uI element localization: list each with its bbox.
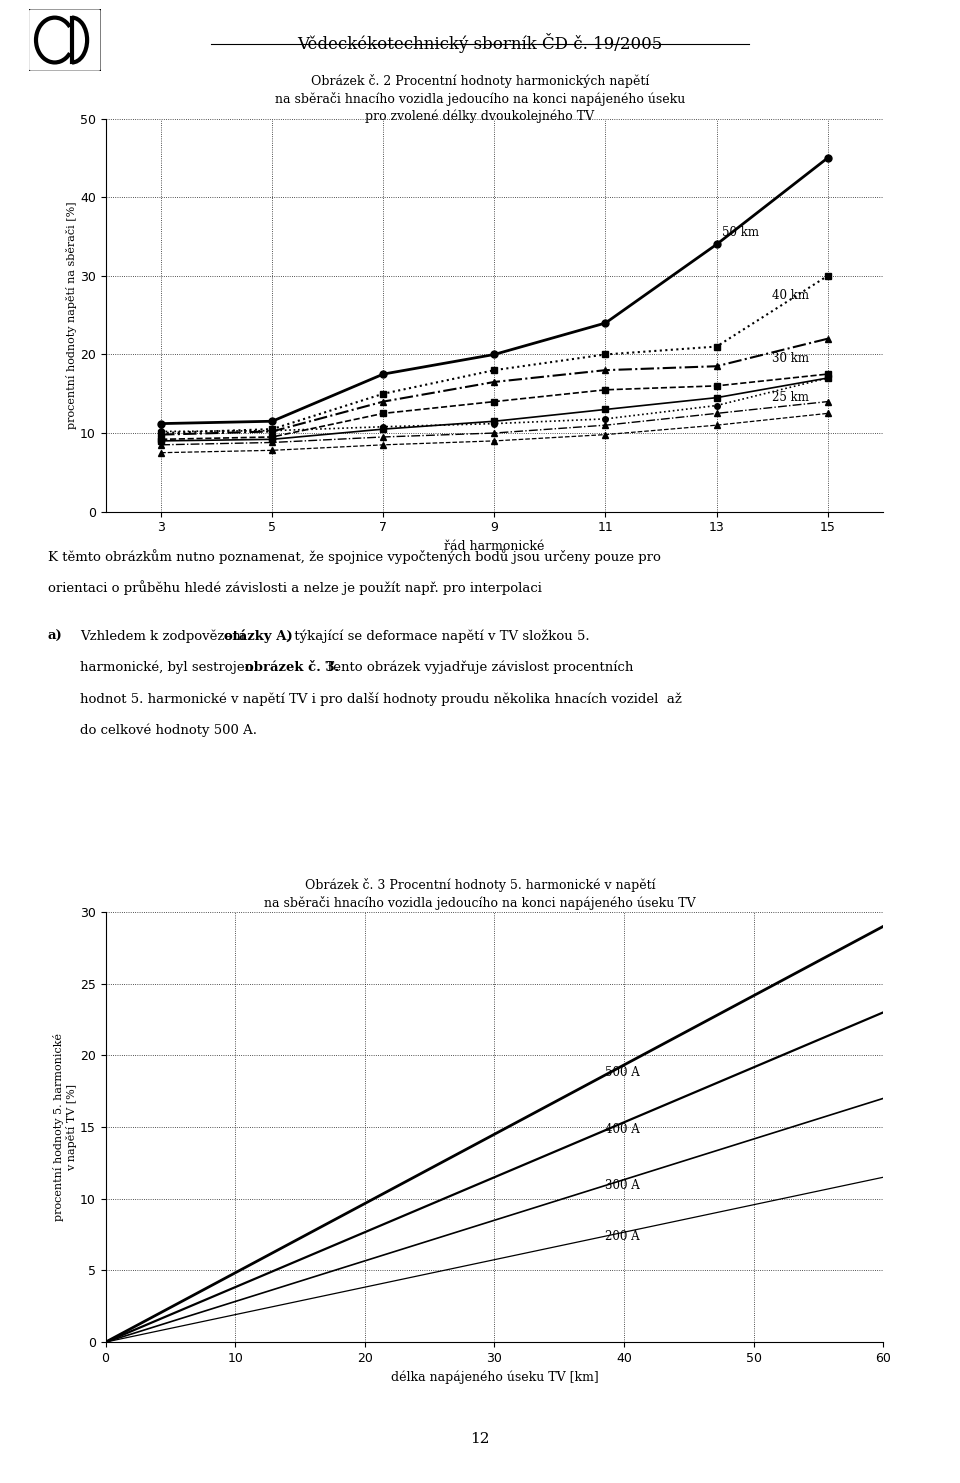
Text: otázky A): otázky A) [224,630,293,644]
Text: 50 km: 50 km [722,225,759,239]
Text: obrázek č. 3.: obrázek č. 3. [245,661,339,673]
Text: pro zvolené délky dvoukolejného TV: pro zvolené délky dvoukolejného TV [366,110,594,123]
Text: 12: 12 [470,1433,490,1446]
Text: do celkové hodnoty 500 A.: do celkové hodnoty 500 A. [80,724,256,737]
Text: orientaci o průběhu hledé závislosti a nelze je použít např. pro interpolaci: orientaci o průběhu hledé závislosti a n… [48,580,541,595]
Text: 300 A: 300 A [605,1179,639,1192]
Text: a): a) [48,630,62,642]
Text: , týkající se deformace napětí v TV složkou 5.: , týkající se deformace napětí v TV slož… [286,630,589,644]
FancyBboxPatch shape [27,7,102,73]
Text: 200 A: 200 A [605,1229,639,1243]
Text: hodnot 5. harmonické v napětí TV i pro další hodnoty proudu několika hnacích voz: hodnot 5. harmonické v napětí TV i pro d… [80,693,682,706]
Text: Obrázek č. 2 Procentní hodnoty harmonických napětí: Obrázek č. 2 Procentní hodnoty harmonick… [311,74,649,87]
Text: Vzhledem k zodpovězení: Vzhledem k zodpovězení [80,630,249,644]
Text: 30 km: 30 km [772,351,809,365]
Text: 25 km: 25 km [772,392,809,405]
Y-axis label: procentní hodnoty napětí na sběrači [%]: procentní hodnoty napětí na sběrači [%] [66,202,77,429]
Text: Tento obrázek vyjadřuje závislost procentních: Tento obrázek vyjadřuje závislost procen… [317,661,634,675]
Text: K těmto obrázkům nutno poznamenat, že spojnice vypočtených bodů jsou určeny pouz: K těmto obrázkům nutno poznamenat, že sp… [48,549,660,564]
X-axis label: řád harmonické: řád harmonické [444,540,544,553]
Text: harmonické, byl sestrojen: harmonické, byl sestrojen [80,661,257,675]
X-axis label: délka napájeného úseku TV [km]: délka napájeného úseku TV [km] [391,1370,598,1384]
Text: 400 A: 400 A [605,1124,639,1136]
Text: 500 A: 500 A [605,1066,639,1080]
Text: na sběrači hnacího vozidla jedoucího na konci napájeného úseku: na sběrači hnacího vozidla jedoucího na … [275,92,685,105]
Text: Vědeckékotechnický sborník ČD č. 19/2005: Vědeckékotechnický sborník ČD č. 19/2005 [298,33,662,52]
Text: na sběrači hnacího vozidla jedoucího na konci napájeného úseku TV: na sběrači hnacího vozidla jedoucího na … [264,896,696,909]
Text: 40 km: 40 km [772,289,809,303]
Y-axis label: procentní hodnoty 5. harmonické
v napětí TV [%]: procentní hodnoty 5. harmonické v napětí… [54,1034,77,1221]
Text: Obrázek č. 3 Procentní hodnoty 5. harmonické v napětí: Obrázek č. 3 Procentní hodnoty 5. harmon… [304,878,656,891]
